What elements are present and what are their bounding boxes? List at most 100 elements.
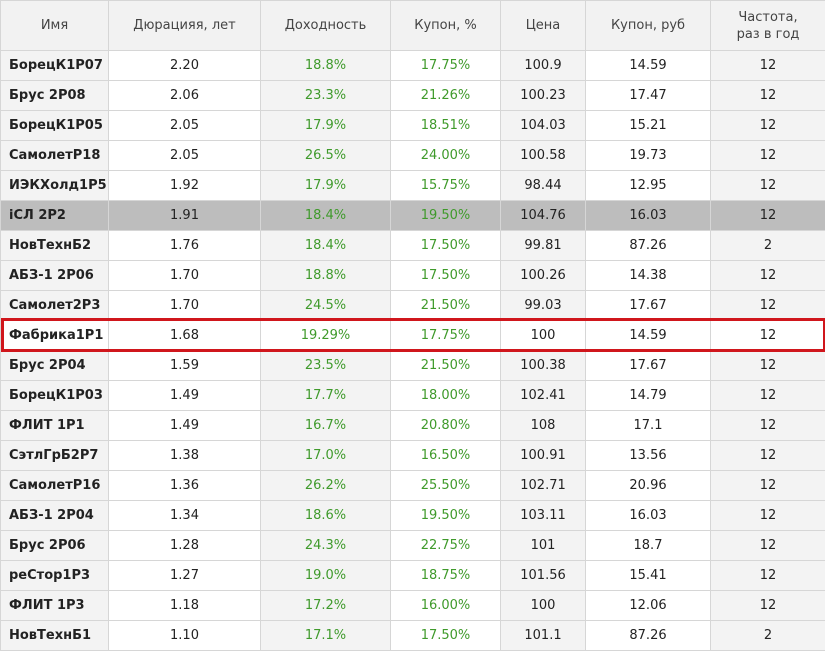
table-row: реСтор1Р3 1.27 19.0% 18.75% 101.56 15.41 12 [0, 560, 825, 591]
cell: 100.38 [500, 350, 586, 381]
cell: 19.50% [390, 200, 501, 231]
bond-name: НовТехнБ1 [0, 620, 109, 651]
table-body: БорецК1Р07 2.20 18.8% 17.75% 100.9 14.59 12 Бру… [0, 50, 825, 651]
bond-name: iСЛ 2Р2 [0, 200, 109, 231]
cell: 12 [710, 470, 825, 501]
cell: 15.21 [585, 110, 711, 141]
cell: 104.03 [500, 110, 586, 141]
cell: 1.70 [108, 290, 261, 321]
cell: 17.50% [390, 260, 501, 291]
cell: 13.56 [585, 440, 711, 471]
cell: 17.67 [585, 350, 711, 381]
cell: 16.00% [390, 590, 501, 621]
table-row: НовТехнБ2 1.76 18.4% 17.50% 99.81 87.26 2 [0, 230, 825, 261]
table-row: БорецК1Р05 2.05 17.9% 18.51% 104.03 15.21 12 [0, 110, 825, 141]
bond-name: БорецК1Р03 [0, 380, 109, 411]
cell: 12.06 [585, 590, 711, 621]
cell: 102.71 [500, 470, 586, 501]
cell: 12 [710, 320, 825, 351]
cell: 12 [710, 530, 825, 561]
cell: 23.5% [260, 350, 391, 381]
cell: 19.29% [260, 320, 391, 351]
header-cell: Цена [500, 0, 586, 51]
cell: 24.00% [390, 140, 501, 171]
cell: 2.05 [108, 140, 261, 171]
cell: 21.26% [390, 80, 501, 111]
cell: 2.20 [108, 50, 261, 81]
cell: 1.49 [108, 380, 261, 411]
cell: 12 [710, 50, 825, 81]
table-row: ФЛИТ 1Р1 1.49 16.7% 20.80% 108 17.1 12 [0, 410, 825, 441]
table-row: СэтлГрБ2Р7 1.38 17.0% 16.50% 100.91 13.56 12 [0, 440, 825, 471]
cell: 1.34 [108, 500, 261, 531]
cell: 87.26 [585, 230, 711, 261]
cell: 2.06 [108, 80, 261, 111]
cell: 18.7 [585, 530, 711, 561]
cell: 18.8% [260, 50, 391, 81]
cell: 12 [710, 380, 825, 411]
cell: 16.7% [260, 410, 391, 441]
cell: 1.36 [108, 470, 261, 501]
cell: 12 [710, 500, 825, 531]
cell: 12 [710, 80, 825, 111]
cell: 21.50% [390, 290, 501, 321]
cell: 104.76 [500, 200, 586, 231]
cell: 100.26 [500, 260, 586, 291]
cell: 17.2% [260, 590, 391, 621]
table-row: Брус 2Р06 1.28 24.3% 22.75% 101 18.7 12 [0, 530, 825, 561]
cell: 100.9 [500, 50, 586, 81]
cell: 26.5% [260, 140, 391, 171]
cell: 2 [710, 230, 825, 261]
bond-name: НовТехнБ2 [0, 230, 109, 261]
table-row: ФЛИТ 1Р3 1.18 17.2% 16.00% 100 12.06 12 [0, 590, 825, 621]
bond-name: БорецК1Р07 [0, 50, 109, 81]
cell: 14.59 [585, 50, 711, 81]
bond-name: Самолет2Р3 [0, 290, 109, 321]
cell: 18.4% [260, 200, 391, 231]
cell: 17.1% [260, 620, 391, 651]
cell: 101.56 [500, 560, 586, 591]
cell: 12 [710, 440, 825, 471]
cell: 12 [710, 590, 825, 621]
cell: 1.27 [108, 560, 261, 591]
cell: 100 [500, 590, 586, 621]
bond-name: Брус 2Р06 [0, 530, 109, 561]
cell: 99.03 [500, 290, 586, 321]
cell: 1.38 [108, 440, 261, 471]
cell: 18.51% [390, 110, 501, 141]
cell: 17.7% [260, 380, 391, 411]
cell: 100.23 [500, 80, 586, 111]
bond-name: ФЛИТ 1Р3 [0, 590, 109, 621]
header-cell: Купон, % [390, 0, 501, 51]
cell: 16.03 [585, 200, 711, 231]
table-row: iСЛ 2Р2 1.91 18.4% 19.50% 104.76 16.03 12 [0, 200, 825, 231]
bond-name: АБЗ-1 2Р06 [0, 260, 109, 291]
table-row: Брус 2Р08 2.06 23.3% 21.26% 100.23 17.47 12 [0, 80, 825, 111]
cell: 1.76 [108, 230, 261, 261]
cell: 12 [710, 410, 825, 441]
cell: 17.75% [390, 320, 501, 351]
table-row: СамолетР16 1.36 26.2% 25.50% 102.71 20.96 12 [0, 470, 825, 501]
bond-name: Брус 2Р04 [0, 350, 109, 381]
bond-name: СамолетР16 [0, 470, 109, 501]
cell: 17.67 [585, 290, 711, 321]
cell: 12 [710, 110, 825, 141]
cell: 17.50% [390, 620, 501, 651]
table-row: ИЭКХолд1Р5 1.92 17.9% 15.75% 98.44 12.95 12 [0, 170, 825, 201]
cell: 17.47 [585, 80, 711, 111]
cell: 20.96 [585, 470, 711, 501]
cell: 17.9% [260, 110, 391, 141]
bond-name: ФЛИТ 1Р1 [0, 410, 109, 441]
cell: 12 [710, 560, 825, 591]
cell: 19.50% [390, 500, 501, 531]
header-row: Имя Дюрацияя, лет Доходность Купон, % Цена Ку… [0, 0, 825, 51]
cell: 17.50% [390, 230, 501, 261]
cell: 16.50% [390, 440, 501, 471]
cell: 18.00% [390, 380, 501, 411]
cell: 14.38 [585, 260, 711, 291]
cell: 1.92 [108, 170, 261, 201]
cell: 15.75% [390, 170, 501, 201]
table-row: Самолет2Р3 1.70 24.5% 21.50% 99.03 17.67 12 [0, 290, 825, 321]
cell: 21.50% [390, 350, 501, 381]
